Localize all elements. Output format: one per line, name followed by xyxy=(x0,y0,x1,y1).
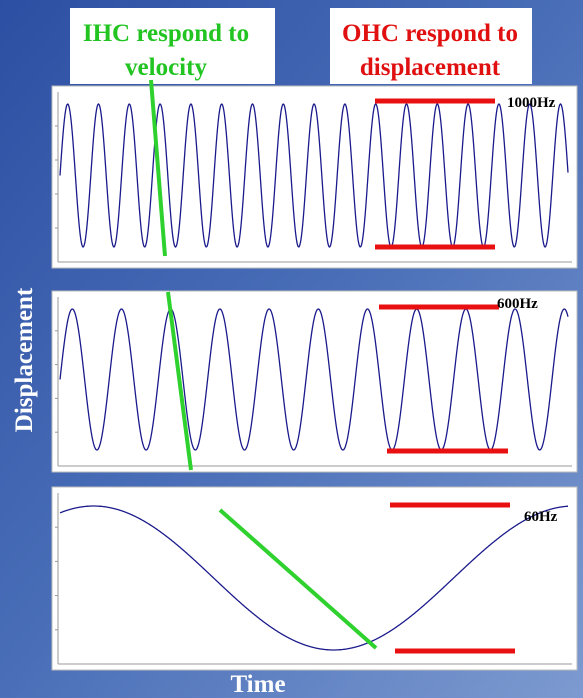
panel: 60Hz xyxy=(51,486,578,671)
panel-background xyxy=(51,290,578,473)
title-left-line: velocity xyxy=(125,54,207,81)
panel: 600Hz xyxy=(51,290,578,473)
y-axis-label: Displacement xyxy=(11,287,38,432)
panel: 1000Hz xyxy=(51,85,578,269)
title-left-line: IHC respond to xyxy=(83,20,249,47)
velocity-marker xyxy=(218,508,378,650)
waveform xyxy=(59,505,568,651)
frequency-label: 1000Hz xyxy=(507,95,556,111)
waveform xyxy=(59,308,569,451)
title-box-left xyxy=(70,8,275,84)
panel-background xyxy=(51,85,578,269)
title-box-right xyxy=(330,8,532,84)
velocity-marker xyxy=(166,291,193,471)
panels: 1000Hz 600Hz 60Hz xyxy=(51,79,578,671)
frequency-label: 60Hz xyxy=(524,509,558,525)
title-right-line: displacement xyxy=(360,54,501,81)
title-right-line: OHC respond to xyxy=(342,20,518,47)
panel-background xyxy=(51,486,578,671)
x-axis-label: Time xyxy=(230,671,285,698)
velocity-marker xyxy=(149,79,167,257)
frequency-label: 600Hz xyxy=(497,296,538,312)
